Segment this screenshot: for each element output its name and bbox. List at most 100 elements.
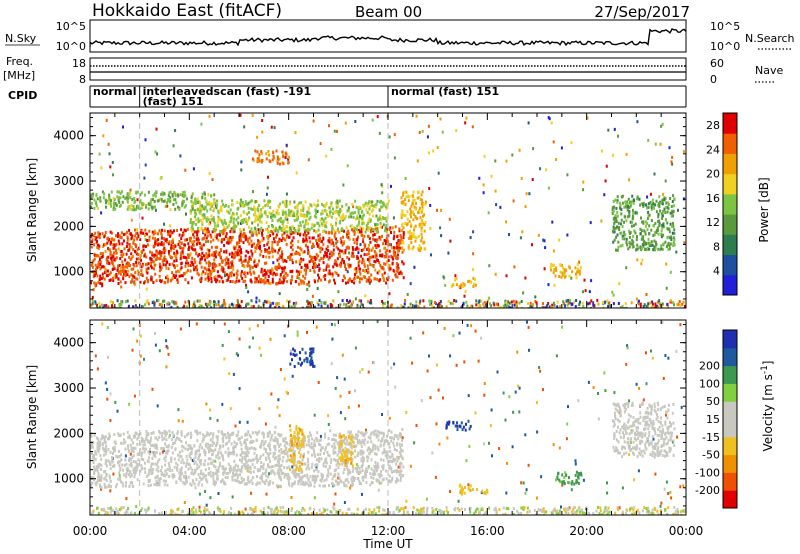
data-cell [668, 230, 671, 234]
data-cell [633, 229, 636, 233]
data-cell [661, 214, 664, 218]
data-cell [420, 229, 423, 233]
data-cell [378, 249, 381, 253]
data-cell [340, 259, 343, 263]
data-cell [409, 207, 412, 211]
data-cell [472, 276, 475, 280]
data-cell [90, 281, 92, 285]
data-cell [104, 242, 107, 246]
data-cell [662, 233, 665, 237]
data-cell [276, 219, 279, 223]
data-cell [269, 271, 272, 275]
data-cell [160, 236, 163, 240]
data-cell [254, 276, 257, 280]
data-cell [319, 237, 322, 241]
data-cell [266, 249, 269, 253]
data-cell [407, 199, 410, 203]
data-cell [276, 161, 279, 165]
data-cell [270, 508, 273, 511]
data-cell [177, 408, 180, 412]
data-cell [355, 205, 358, 209]
data-cell [258, 299, 261, 303]
data-cell [542, 509, 544, 513]
data-cell [435, 508, 438, 512]
data-cell [429, 303, 431, 306]
data-cell [322, 204, 325, 208]
data-cell [336, 257, 339, 261]
data-cell [161, 228, 163, 232]
data-cell [613, 205, 616, 209]
data-cell [109, 251, 112, 254]
data-cell [257, 217, 259, 221]
data-cell [483, 393, 486, 397]
data-cell [613, 230, 616, 234]
data-cell [110, 256, 112, 260]
data-cell [105, 303, 108, 307]
data-cell [250, 272, 253, 276]
data-cell [318, 267, 321, 271]
data-cell [426, 369, 429, 373]
data-cell [221, 259, 224, 263]
data-cell [362, 275, 365, 278]
data-cell [290, 241, 292, 245]
data-cell [477, 305, 480, 308]
data-cell [394, 225, 397, 229]
data-cell [305, 269, 308, 273]
data-cell [156, 299, 159, 303]
data-cell [362, 511, 365, 515]
data-cell [311, 294, 314, 298]
data-cell [363, 509, 365, 513]
data-cell [134, 249, 136, 253]
data-cell [440, 209, 443, 212]
data-cell [647, 237, 650, 241]
data-cell [226, 237, 229, 241]
date-title: 27/Sep/2017 [594, 3, 690, 21]
data-cell [155, 254, 158, 258]
data-cell [347, 280, 350, 284]
data-cell [621, 194, 624, 198]
data-cell [191, 508, 193, 512]
data-cell [659, 303, 662, 307]
data-cell [515, 304, 518, 308]
data-cell [356, 303, 359, 307]
data-cell [279, 246, 282, 250]
data-cell [631, 238, 634, 242]
data-cell [341, 299, 344, 303]
data-cell [543, 239, 546, 243]
data-cell [295, 260, 298, 264]
data-cell [129, 196, 132, 200]
data-cell [114, 207, 117, 211]
data-cell [259, 278, 262, 282]
data-cell [236, 299, 239, 303]
data-cell [288, 304, 291, 308]
data-cell [136, 248, 139, 252]
data-cell [671, 231, 674, 235]
data-cell [257, 274, 260, 278]
data-cell [199, 212, 202, 216]
data-cell [209, 207, 212, 211]
data-cell [357, 228, 360, 232]
data-cell [355, 271, 358, 275]
data-cell [107, 355, 109, 359]
data-cell [375, 240, 378, 244]
data-cell [213, 193, 216, 197]
data-cell [327, 249, 330, 252]
data-cell [374, 252, 377, 256]
data-cell [334, 231, 337, 235]
data-cell [612, 227, 615, 231]
data-cell [570, 141, 573, 145]
data-cell [495, 203, 498, 207]
data-cell [393, 234, 396, 238]
data-cell [208, 254, 211, 258]
data-cell [325, 225, 328, 229]
data-cell [179, 193, 182, 197]
data-cell [212, 216, 215, 220]
data-cell [219, 305, 222, 308]
data-cell [280, 227, 283, 230]
data-cell [308, 228, 311, 232]
data-cell [568, 266, 571, 270]
data-cell [283, 449, 286, 453]
data-cell [91, 299, 94, 303]
data-cell [291, 465, 294, 469]
data-cell [97, 263, 100, 267]
